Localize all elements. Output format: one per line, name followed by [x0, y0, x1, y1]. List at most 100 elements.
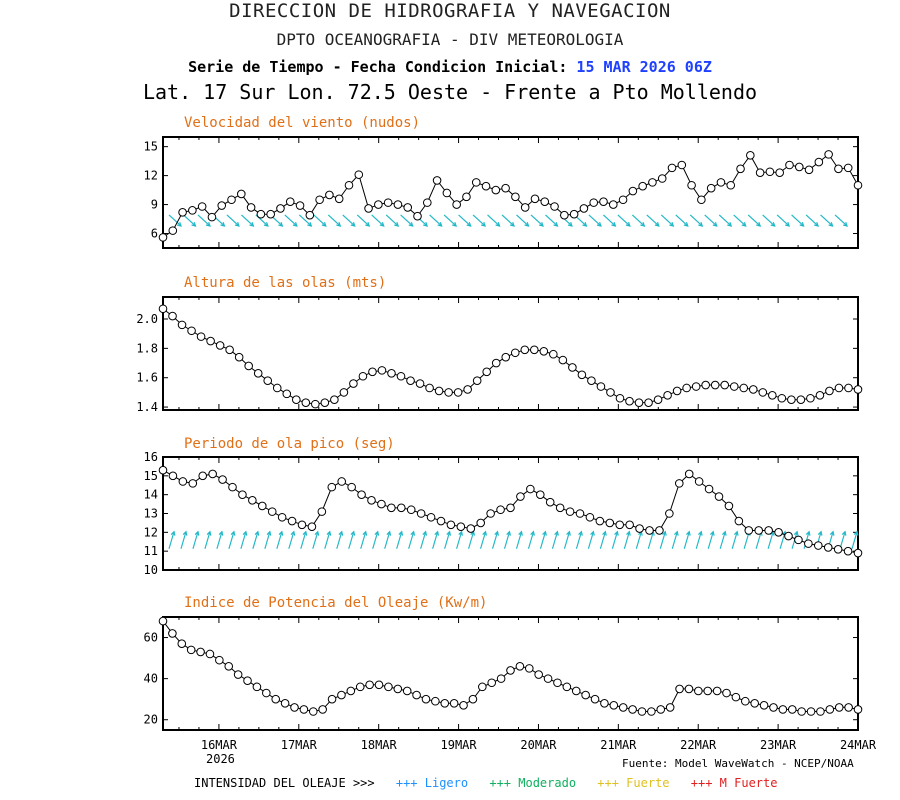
peak-period-data-point — [218, 475, 227, 484]
wave-height-ytick-label: 1.6 — [136, 371, 158, 385]
header-series-info: Serie de Tiempo - Fecha Condicion Inicia… — [0, 58, 900, 76]
wind-data-point — [246, 203, 256, 212]
wave-height-data-point — [263, 376, 273, 385]
wind-data-point — [256, 209, 266, 219]
direction-arrow-head — [230, 530, 236, 536]
peak-period-data-point — [208, 469, 217, 479]
wind-data-point — [726, 180, 736, 190]
direction-arrow-head — [326, 530, 332, 536]
direction-arrow — [342, 214, 356, 227]
direction-arrow — [805, 214, 819, 227]
wave-height-data-point — [425, 383, 434, 393]
power-index-data-point — [224, 662, 234, 671]
wave-height-data-point — [634, 398, 644, 407]
direction-arrow-head — [817, 530, 823, 536]
direction-arrow-head — [686, 530, 691, 536]
power-index-data-point — [299, 705, 309, 714]
power-index-data-point — [496, 674, 506, 683]
wind-data-point — [315, 195, 324, 205]
direction-arrow — [587, 531, 594, 549]
power-index-data-point — [402, 686, 412, 696]
direction-arrow-head — [350, 221, 356, 227]
legend-prefix: INTENSIDAD DEL OLEAJE >>> — [194, 776, 375, 790]
wind-data-point — [853, 180, 863, 190]
x-tick-label: 16MAR — [200, 738, 237, 752]
direction-arrow-head — [336, 221, 342, 227]
peak-period-data-point — [704, 484, 714, 494]
peak-period-data-point — [784, 531, 793, 541]
peak-period-data-point — [694, 477, 704, 486]
peak-period-ytick-label: 16 — [144, 450, 158, 464]
power-index-data-point — [806, 707, 816, 716]
power-index-data-point — [562, 682, 572, 692]
direction-arrow — [408, 531, 415, 549]
power-index-data-point — [374, 680, 384, 690]
wind-data-point — [442, 188, 452, 198]
wave-height-data-point — [834, 383, 844, 393]
direction-arrow — [180, 531, 187, 549]
power-index-data-point — [571, 686, 581, 696]
direction-arrow — [839, 531, 846, 549]
direction-arrow-head — [206, 530, 212, 536]
wave-height-data-point — [615, 393, 625, 403]
direction-arrow — [599, 531, 606, 549]
direction-arrow-head — [374, 530, 380, 536]
direction-arrow — [360, 531, 367, 549]
x-tick-label: 17MAR — [280, 738, 317, 752]
wave-height-data-point — [225, 345, 234, 355]
direction-arrow-head — [582, 221, 588, 227]
direction-arrow — [312, 531, 319, 549]
wave-height-data-point — [311, 399, 320, 409]
direction-arrow — [264, 531, 271, 549]
direction-arrow — [689, 214, 703, 227]
header-agency: DIRECCION DE HIDROGRAFIA Y NAVEGACION — [229, 0, 671, 22]
direction-arrow — [719, 531, 726, 549]
direction-arrow — [718, 214, 732, 227]
direction-arrow — [563, 531, 571, 549]
direction-arrow — [168, 531, 175, 549]
power-index-data-point — [506, 666, 515, 675]
wind-data-point — [599, 197, 608, 206]
wind-data-point — [207, 212, 217, 222]
wind-data-point — [462, 192, 471, 202]
peak-period-data-point — [575, 509, 585, 518]
direction-arrow-head — [263, 221, 269, 227]
direction-arrow-head — [530, 530, 535, 536]
power-index-data-point — [750, 698, 759, 708]
power-index-data-point — [712, 686, 722, 696]
peak-period-ytick-label: 10 — [144, 563, 158, 577]
wave-height-data-point — [377, 366, 387, 375]
direction-arrow-head — [683, 221, 689, 227]
peak-period-data-point — [387, 503, 396, 513]
wind-data-point — [344, 180, 354, 190]
wind-data-point — [403, 203, 413, 212]
power-index-data-point — [778, 705, 788, 714]
direction-arrow — [762, 214, 776, 227]
peak-period-data-point — [466, 524, 476, 533]
direction-arrow — [675, 214, 689, 227]
peak-period-data-point — [516, 492, 525, 501]
wave-height-data-point — [215, 341, 225, 350]
wave-height-data-point — [368, 367, 377, 377]
wind-data-point — [237, 189, 246, 199]
wind-ytick-label: 9 — [151, 198, 158, 212]
power-index-data-point — [656, 705, 666, 714]
peak-period-data-point — [436, 516, 446, 526]
peak-period-data-point — [625, 520, 634, 530]
data-source: Fuente: Model WaveWatch - NCEP/NOAA — [622, 757, 854, 770]
wind-data-point — [824, 150, 833, 159]
direction-arrow-head — [805, 530, 811, 536]
wind-data-point — [354, 170, 364, 179]
wave-height-data-point — [558, 355, 568, 365]
power-index-data-point — [459, 701, 468, 710]
direction-arrow — [192, 531, 199, 549]
header-initial-date: 15 MAR 2026 06Z — [576, 58, 712, 76]
wave-height-data-point — [796, 395, 806, 405]
direction-arrow — [602, 214, 616, 227]
intensity-legend: INTENSIDAD DEL OLEAJE >>> +++ Ligero +++… — [194, 776, 791, 790]
power-index-data-point — [825, 705, 835, 714]
wave-height-data-point — [663, 391, 672, 400]
peak-period-data-point — [168, 471, 178, 481]
wave-height-data-point — [330, 395, 339, 405]
direction-arrow-head — [314, 530, 320, 536]
